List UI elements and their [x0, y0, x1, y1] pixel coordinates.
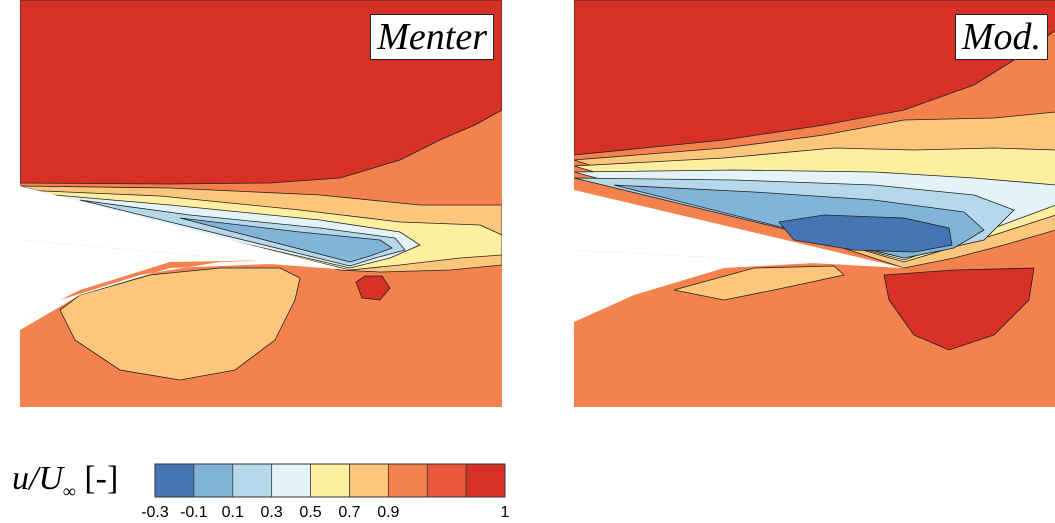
body-gap [574, 250, 904, 322]
colorbar-variable: u/U [12, 460, 63, 497]
colorbar-title: u/U∞ [-] [12, 460, 118, 502]
colorbar-segment [155, 464, 195, 497]
colorbar-tick-label: 1 [500, 504, 510, 521]
region-lowest-core [778, 214, 953, 253]
colorbar-border [154, 463, 506, 498]
body-gap [20, 240, 340, 320]
colorbar-segment [271, 464, 312, 497]
region-high-blob [355, 275, 391, 301]
colorbar-segment [427, 464, 467, 497]
body-lower-surface [20, 260, 350, 330]
colorbar-unit: [-] [75, 460, 119, 497]
contour-plot-mod: Mod. [574, 0, 1055, 407]
region-lower-wake [179, 217, 393, 263]
colorbar-tick-label: 0.7 [338, 504, 361, 521]
colorbar-subscript: ∞ [63, 480, 76, 501]
colorbar-segment [310, 464, 350, 497]
colorbar-segment [232, 464, 273, 497]
colorbar-tick-label: -0.3 [141, 504, 169, 521]
colorbar-tick-label: 0.3 [260, 504, 283, 521]
colorbar [154, 463, 506, 498]
colorbar-tick-label: 0.1 [221, 504, 244, 521]
panel-title-mod: Mod. [954, 14, 1048, 60]
colorbar-segment [466, 464, 506, 497]
colorbar-tick-label: 0.5 [299, 504, 322, 521]
contour-field-menter [20, 0, 502, 407]
colorbar-tick-label: 0.9 [377, 504, 400, 521]
contour-plot-menter: Menter [20, 0, 502, 407]
region-mid-lower-lobe [59, 267, 301, 381]
panel-title-menter: Menter [370, 14, 494, 60]
contour-field-mod [574, 0, 1055, 407]
body-wedge [20, 186, 340, 268]
colorbar-segment [388, 464, 428, 497]
colorbar-segment [349, 464, 389, 497]
region-high-blob [883, 267, 1035, 351]
colorbar-segment [193, 464, 234, 497]
region-high-top [574, 0, 1055, 156]
region-mid-lower [673, 265, 845, 301]
colorbar-tick-label: -0.1 [180, 504, 208, 521]
colorbar-legend: u/U∞ [-] -0.3 -0.1 0.1 0.3 0.5 0.7 0.9 1 [0, 440, 560, 523]
body-wedge [574, 190, 904, 268]
